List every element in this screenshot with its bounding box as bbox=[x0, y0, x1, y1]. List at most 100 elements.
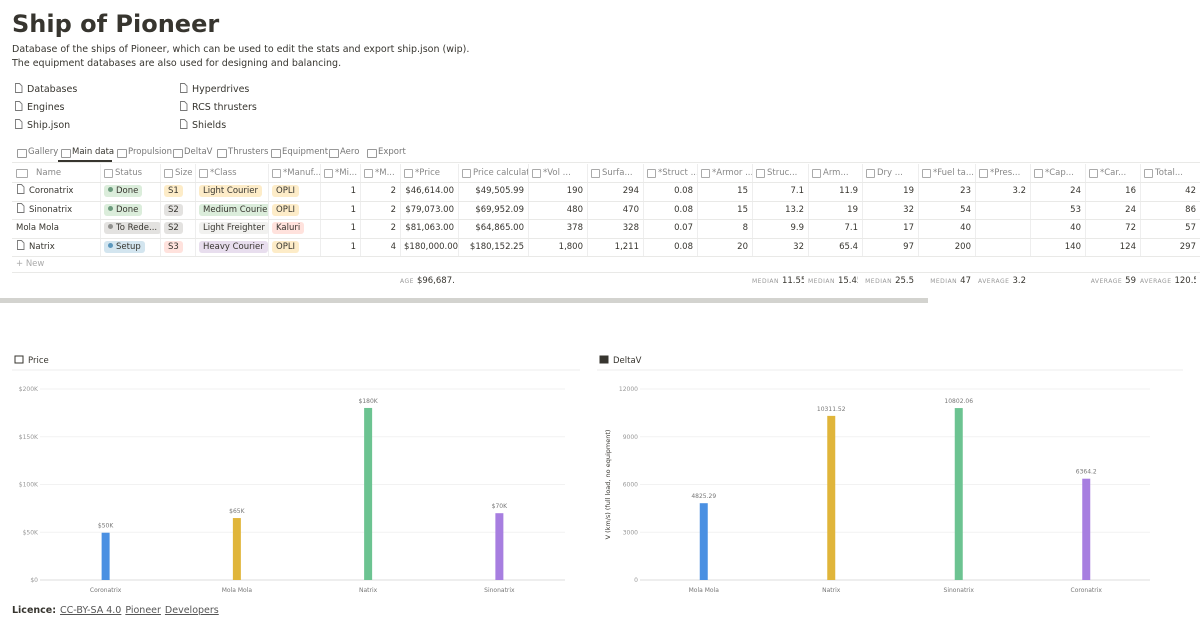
table-cell[interactable]: 9.9 bbox=[752, 219, 808, 237]
licence-link[interactable]: Pioneer bbox=[125, 605, 161, 616]
table-cell[interactable]: 17 bbox=[862, 219, 918, 237]
table-cell[interactable]: $180,152.25 bbox=[458, 238, 528, 256]
table-cell[interactable]: S2 bbox=[160, 219, 195, 237]
tab[interactable]: Gallery bbox=[28, 147, 59, 157]
table-cell[interactable]: $81,063.00 bbox=[400, 219, 458, 237]
table-cell[interactable]: 57 bbox=[1140, 219, 1200, 237]
table-cell[interactable]: 190 bbox=[528, 182, 587, 200]
table-cell[interactable]: $69,952.09 bbox=[458, 201, 528, 219]
tab[interactable]: Main data bbox=[72, 147, 115, 157]
table-cell[interactable]: 1 bbox=[320, 201, 360, 219]
table-cell[interactable]: $79,073.00 bbox=[400, 201, 458, 219]
table-cell[interactable]: 200 bbox=[918, 238, 975, 256]
table-cell[interactable]: Sinonatrix bbox=[12, 201, 100, 219]
table-cell[interactable]: $64,865.00 bbox=[458, 219, 528, 237]
table-cell[interactable]: Done bbox=[100, 201, 160, 219]
table-cell[interactable]: 4 bbox=[360, 238, 400, 256]
tab[interactable]: Propulsion bbox=[128, 147, 173, 157]
table-cell[interactable]: 19 bbox=[862, 182, 918, 200]
table-cell[interactable]: 72 bbox=[1085, 219, 1140, 237]
table-cell[interactable]: $180,000.00 bbox=[400, 238, 458, 256]
table-cell[interactable]: To Rede... bbox=[100, 219, 160, 237]
table-cell[interactable]: 378 bbox=[528, 219, 587, 237]
table-cell[interactable]: 297 bbox=[1140, 238, 1200, 256]
link[interactable]: Ship.json bbox=[14, 119, 70, 131]
table-cell[interactable]: 15 bbox=[697, 201, 752, 219]
table-cell[interactable]: 24 bbox=[1030, 182, 1085, 200]
table-cell[interactable]: Medium Courier bbox=[195, 201, 268, 219]
table-cell[interactable]: 0.08 bbox=[643, 201, 697, 219]
table-cell[interactable]: 23 bbox=[918, 182, 975, 200]
table-cell[interactable]: 2 bbox=[360, 219, 400, 237]
table-cell[interactable]: Setup bbox=[100, 238, 160, 256]
table-cell[interactable]: Light Freighter bbox=[195, 219, 268, 237]
table-cell[interactable]: 54 bbox=[918, 201, 975, 219]
table-cell[interactable]: 53 bbox=[1030, 201, 1085, 219]
table-cell[interactable]: 19 bbox=[808, 201, 862, 219]
table-cell[interactable]: OPLI bbox=[268, 201, 320, 219]
table-cell[interactable]: Done bbox=[100, 182, 160, 200]
table-cell[interactable]: S3 bbox=[160, 238, 195, 256]
link[interactable]: Engines bbox=[14, 101, 65, 113]
table-cell[interactable]: 3.2 bbox=[975, 182, 1030, 200]
table-cell[interactable]: 480 bbox=[528, 201, 587, 219]
table-cell[interactable]: $49,505.99 bbox=[458, 182, 528, 200]
table-cell[interactable]: 65.4 bbox=[808, 238, 862, 256]
table-cell[interactable]: Light Courier bbox=[195, 182, 268, 200]
table-cell[interactable]: 7.1 bbox=[752, 182, 808, 200]
table-cell[interactable]: OPLI bbox=[268, 182, 320, 200]
table-cell[interactable]: 40 bbox=[1030, 219, 1085, 237]
table-cell[interactable]: 24 bbox=[1085, 201, 1140, 219]
tab[interactable]: Aero bbox=[340, 147, 360, 157]
table-cell[interactable]: 97 bbox=[862, 238, 918, 256]
table-cell[interactable]: 7.1 bbox=[808, 219, 862, 237]
table-cell[interactable]: S1 bbox=[160, 182, 195, 200]
table-cell[interactable]: 1 bbox=[320, 182, 360, 200]
table-cell[interactable]: 20 bbox=[697, 238, 752, 256]
table-cell[interactable]: 294 bbox=[587, 182, 643, 200]
table-cell[interactable]: 32 bbox=[862, 201, 918, 219]
table-cell[interactable]: 1 bbox=[320, 238, 360, 256]
table-cell[interactable]: 2 bbox=[360, 182, 400, 200]
table-cell[interactable]: 42 bbox=[1140, 182, 1200, 200]
table-cell[interactable]: 15 bbox=[697, 182, 752, 200]
table-cell[interactable]: 16 bbox=[1085, 182, 1140, 200]
table-cell[interactable]: 470 bbox=[587, 201, 643, 219]
table-cell[interactable]: 328 bbox=[587, 219, 643, 237]
link-text[interactable]: Shields bbox=[192, 120, 227, 131]
table-cell[interactable]: 1,800 bbox=[528, 238, 587, 256]
tab[interactable]: DeltaV bbox=[184, 147, 213, 157]
table-cell[interactable]: 140 bbox=[1030, 238, 1085, 256]
table-cell[interactable]: 0.07 bbox=[643, 219, 697, 237]
table-cell[interactable]: Kaluri bbox=[268, 219, 320, 237]
link-text[interactable]: Databases bbox=[27, 84, 78, 95]
table-cell[interactable]: 1,211 bbox=[587, 238, 643, 256]
table-cell[interactable]: 0.08 bbox=[643, 182, 697, 200]
link[interactable]: RCS thrusters bbox=[179, 101, 257, 113]
table-cell[interactable]: 11.9 bbox=[808, 182, 862, 200]
table-cell[interactable]: 1 bbox=[320, 219, 360, 237]
licence-link[interactable]: Developers bbox=[164, 605, 219, 616]
table-cell[interactable]: Coronatrix bbox=[12, 182, 100, 200]
table-cell[interactable]: Natrix bbox=[12, 238, 100, 256]
tab[interactable]: Export bbox=[378, 147, 406, 157]
new-row[interactable]: + New bbox=[16, 259, 45, 269]
table-cell[interactable]: Heavy Courier bbox=[195, 238, 268, 256]
link-text[interactable]: Hyperdrives bbox=[192, 84, 250, 95]
table-cell[interactable]: 0.08 bbox=[643, 238, 697, 256]
table-cell[interactable]: 2 bbox=[360, 201, 400, 219]
table-cell[interactable]: 124 bbox=[1085, 238, 1140, 256]
link[interactable]: Databases bbox=[14, 83, 77, 95]
table-cell[interactable]: 13.2 bbox=[752, 201, 808, 219]
table-cell[interactable]: 8 bbox=[697, 219, 752, 237]
link-text[interactable]: Ship.json bbox=[27, 120, 71, 131]
link[interactable]: Hyperdrives bbox=[179, 83, 249, 95]
table-cell[interactable]: 32 bbox=[752, 238, 808, 256]
link-text[interactable]: Engines bbox=[27, 102, 65, 113]
table-cell[interactable]: $46,614.00 bbox=[400, 182, 458, 200]
table-cell[interactable]: Mola Mola bbox=[12, 219, 100, 237]
table-cell[interactable]: 40 bbox=[918, 219, 975, 237]
link[interactable]: Shields bbox=[179, 119, 226, 131]
table-cell[interactable]: S2 bbox=[160, 201, 195, 219]
link-text[interactable]: RCS thrusters bbox=[192, 102, 257, 113]
